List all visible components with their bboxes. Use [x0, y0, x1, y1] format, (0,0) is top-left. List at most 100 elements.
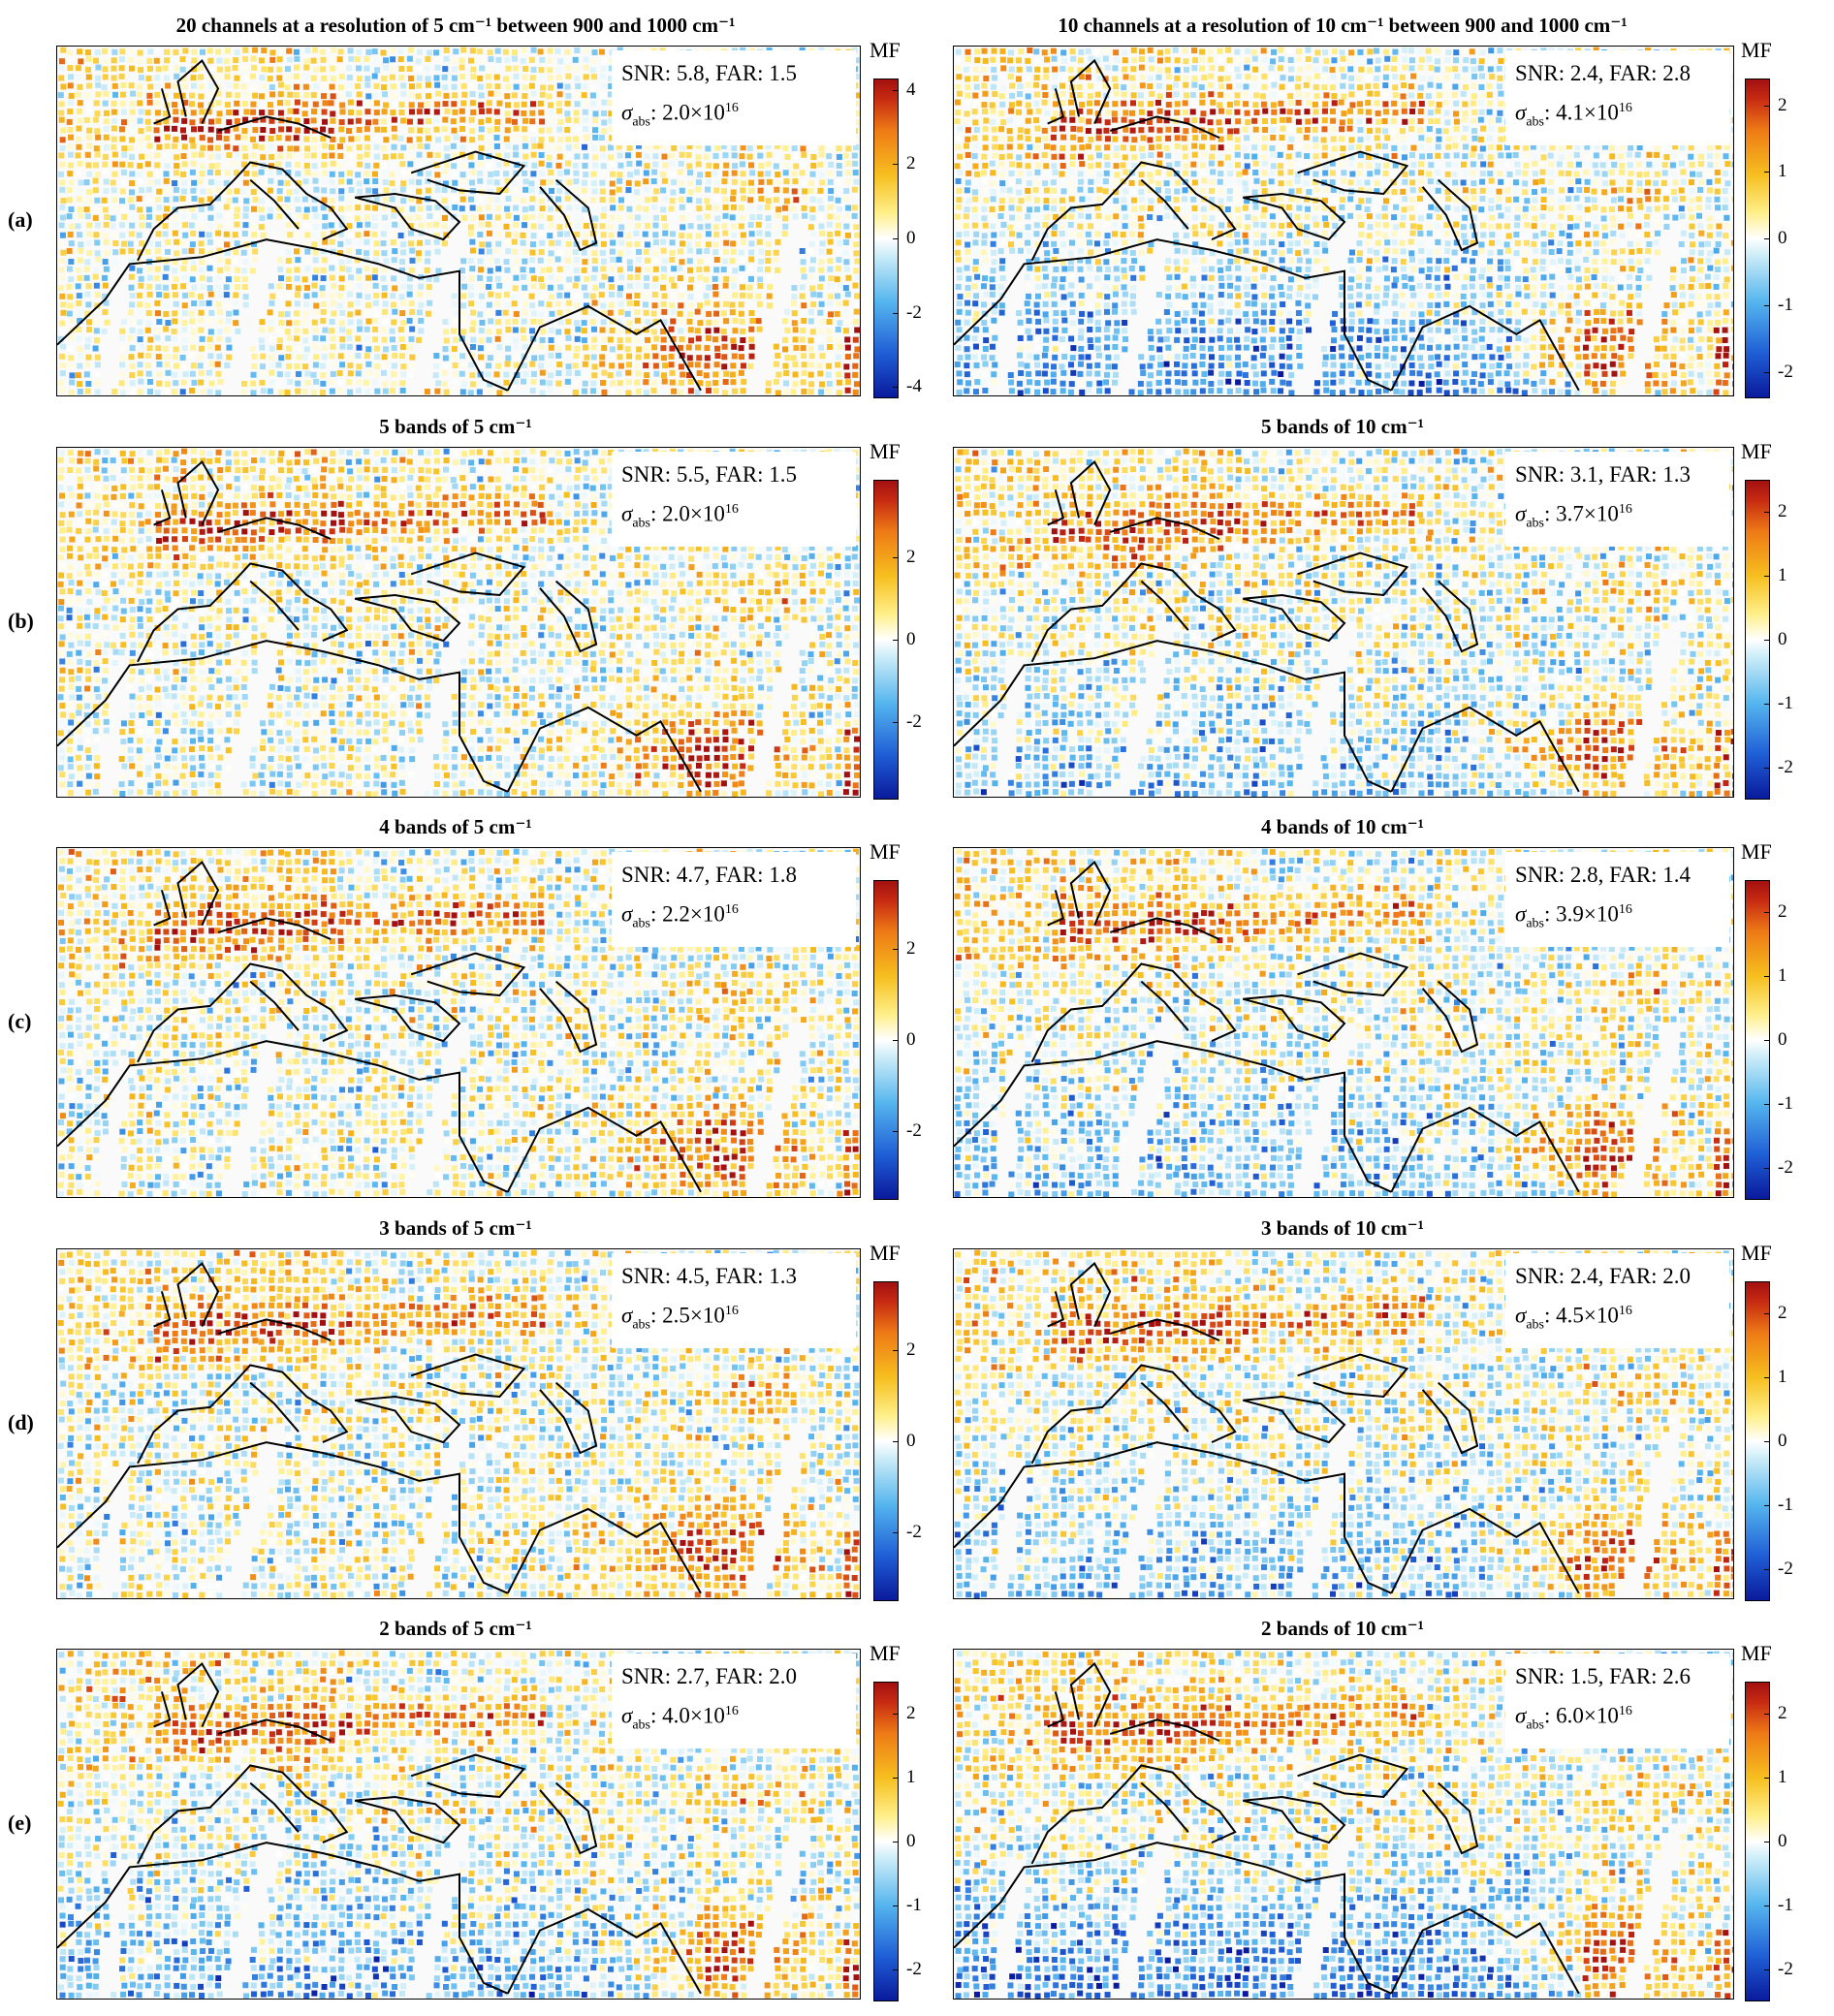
colorbar-tick-label: 0: [906, 228, 916, 249]
colorbar-tick-label: 0: [906, 1831, 916, 1852]
row-label: (a): [8, 207, 33, 233]
sigma-exponent: 16: [725, 902, 739, 917]
mf-pixels: [954, 448, 1733, 797]
colorbar-tick-label: -2: [1778, 1157, 1793, 1179]
colorbar-tick-mark: [893, 89, 899, 91]
colorbar-tick-mark: [1764, 512, 1770, 513]
colorbar-tick-mark: [893, 1969, 899, 1970]
mf-scatter-map: [57, 1249, 860, 1598]
sigma-value: : 3.7×10: [1544, 502, 1619, 526]
panel-title: 5 bands of 5 cm⁻¹: [48, 414, 863, 439]
colorbar-tick-mark: [1764, 576, 1770, 577]
colorbar-tick-mark: [893, 721, 899, 723]
colorbar-label: MF: [1741, 839, 1772, 865]
sigma-value: : 2.2×10: [650, 902, 725, 927]
snr-far-text: SNR: 2.4, FAR: 2.0: [1515, 1259, 1720, 1294]
colorbar-tick-label: -1: [1778, 1495, 1793, 1516]
map-panel: SNR: 3.1, FAR: 1.3 σabs: 3.7×1016: [953, 447, 1734, 798]
colorbar-tick-label: 2: [1778, 95, 1787, 116]
colorbar-tick-label: 2: [1778, 1303, 1787, 1324]
colorbar-tick-mark: [893, 1040, 899, 1041]
coastlines: [954, 1661, 1611, 1995]
sigma-exponent: 16: [1619, 502, 1632, 517]
sigma-value: : 4.0×10: [650, 1704, 725, 1728]
sigma-symbol: σ: [621, 101, 632, 125]
sigma-subscript: abs: [1526, 1717, 1544, 1732]
colorbar-tick-mark: [1764, 1040, 1770, 1041]
row-label: (c): [8, 1009, 31, 1034]
colorbar-tick-mark: [1764, 172, 1770, 173]
sigma-value: : 6.0×10: [1544, 1704, 1619, 1728]
colorbar-tick-label: 2: [1778, 1703, 1787, 1724]
coastlines: [954, 58, 1611, 392]
map-panel: SNR: 4.7, FAR: 1.8 σabs: 2.2×1016: [56, 847, 861, 1198]
colorbar-tick-mark: [1764, 976, 1770, 977]
sigma-abs-text: σabs: 2.0×1016: [621, 492, 846, 541]
sigma-symbol: σ: [1515, 1304, 1526, 1328]
map-panel: SNR: 5.5, FAR: 1.5 σabs: 2.0×1016: [56, 447, 861, 798]
stats-box: SNR: 5.5, FAR: 1.5 σabs: 2.0×1016: [612, 452, 856, 548]
colorbar-tick-label: 1: [1778, 1367, 1787, 1388]
colorbar-label: MF: [1741, 38, 1772, 63]
colorbar-tick-mark: [893, 238, 899, 239]
colorbar-tick-mark: [1764, 1104, 1770, 1105]
mf-scatter-map: [954, 448, 1733, 797]
stats-box: SNR: 2.4, FAR: 2.8 σabs: 4.1×1016: [1505, 50, 1729, 146]
colorbar-tick-label: -2: [1778, 757, 1793, 778]
sigma-abs-text: σabs: 2.0×1016: [621, 91, 846, 140]
colorbar-label: MF: [870, 839, 901, 865]
colorbar-tick-label: -2: [906, 1120, 922, 1142]
mf-pixels: [57, 1249, 860, 1598]
colorbar-tick-label: 2: [906, 938, 916, 960]
coastlines: [57, 1661, 734, 1995]
colorbar-tick-label: 2: [906, 1703, 916, 1724]
coastlines: [954, 459, 1611, 793]
sigma-exponent: 16: [725, 1304, 739, 1318]
sigma-subscript: abs: [1526, 114, 1544, 129]
sigma-subscript: abs: [632, 1717, 650, 1732]
snr-far-text: SNR: 4.7, FAR: 1.8: [621, 858, 846, 893]
colorbar-tick-mark: [1764, 1842, 1770, 1843]
sigma-abs-text: σabs: 4.0×1016: [621, 1694, 846, 1743]
snr-far-text: SNR: 5.5, FAR: 1.5: [621, 457, 846, 492]
sigma-abs-text: σabs: 4.1×1016: [1515, 91, 1720, 140]
colorbar-tick-mark: [1764, 768, 1770, 769]
colorbar-tick-label: -2: [1778, 1959, 1793, 1980]
mf-scatter-map: [57, 448, 860, 797]
stats-box: SNR: 5.8, FAR: 1.5 σabs: 2.0×1016: [612, 50, 856, 146]
panel-title: 10 channels at a resolution of 10 cm⁻¹ b…: [935, 13, 1750, 38]
colorbar-tick-label: -2: [1778, 1559, 1793, 1580]
colorbar-tick-mark: [1764, 1569, 1770, 1570]
colorbar-tick-mark: [1764, 1441, 1770, 1442]
stats-box: SNR: 2.8, FAR: 1.4 σabs: 3.9×1016: [1505, 852, 1729, 948]
coastlines: [57, 58, 734, 392]
sigma-abs-text: σabs: 2.2×1016: [621, 893, 846, 941]
colorbar-tick-label: 1: [906, 1767, 916, 1788]
colorbar-tick-mark: [893, 312, 899, 314]
colorbar-tick-label: 2: [906, 1339, 916, 1361]
snr-far-text: SNR: 2.4, FAR: 2.8: [1515, 56, 1720, 91]
colorbar-label: MF: [870, 1241, 901, 1266]
sigma-subscript: abs: [1526, 916, 1544, 930]
sigma-exponent: 16: [1619, 101, 1632, 115]
colorbar-tick-mark: [893, 1532, 899, 1534]
sigma-abs-text: σabs: 3.7×1016: [1515, 492, 1720, 541]
colorbar-tick-mark: [1764, 1168, 1770, 1169]
snr-far-text: SNR: 2.8, FAR: 1.4: [1515, 858, 1720, 893]
sigma-subscript: abs: [632, 916, 650, 930]
colorbar-tick-label: 0: [1778, 228, 1787, 249]
colorbar-tick-mark: [1764, 912, 1770, 913]
colorbar-label: MF: [1741, 1641, 1772, 1666]
colorbar-tick-mark: [1764, 1313, 1770, 1314]
sigma-symbol: σ: [1515, 1704, 1526, 1728]
colorbar-tick-label: -2: [906, 711, 922, 733]
colorbar-label: MF: [870, 1641, 901, 1666]
colorbar-tick-mark: [1764, 1778, 1770, 1779]
colorbar-tick-mark: [1764, 304, 1770, 306]
colorbar-tick-label: -2: [906, 1959, 922, 1980]
colorbar-tick-label: 0: [1778, 1029, 1787, 1051]
panel-title: 5 bands of 10 cm⁻¹: [935, 414, 1750, 439]
sigma-symbol: σ: [621, 1704, 632, 1728]
sigma-exponent: 16: [725, 1704, 739, 1718]
colorbar-label: MF: [870, 439, 901, 464]
